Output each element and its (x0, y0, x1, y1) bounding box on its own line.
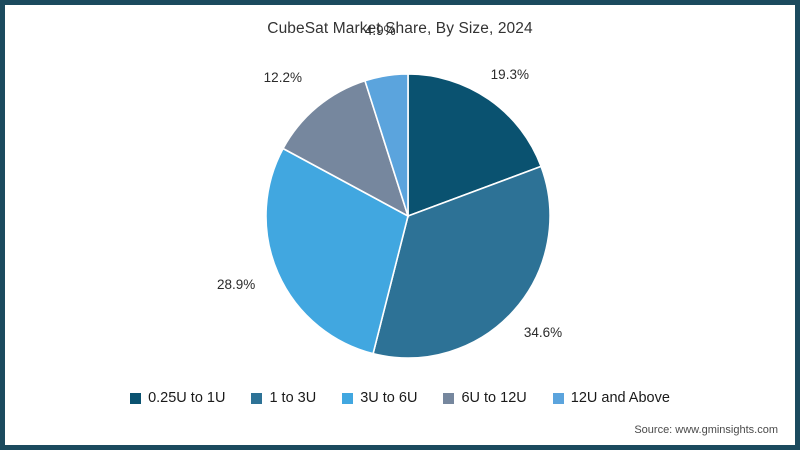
legend-swatch-icon (251, 392, 263, 404)
pie-slice[interactable] (372, 165, 551, 359)
pie-slice-value-label: 34.6% (523, 325, 563, 341)
legend-item-label: 1 to 3U (269, 390, 317, 406)
legend-swatch-icon (130, 392, 142, 404)
pie-chart-svg (265, 73, 551, 359)
pie-slice[interactable] (265, 147, 409, 355)
chart-title: CubeSat Market Share, By Size, 2024 (267, 20, 533, 37)
pie-slice[interactable] (407, 73, 543, 218)
pie-slice[interactable] (363, 73, 409, 217)
pie-slice-value-label: 19.3% (490, 67, 529, 82)
legend-item[interactable]: 12U and Above (552, 390, 670, 406)
legend-swatch-icon (552, 392, 564, 404)
legend-swatch-icon (443, 392, 455, 404)
legend-item-label: 0.25U to 1U (148, 390, 226, 406)
legend-item[interactable]: 0.25U to 1U (130, 390, 225, 406)
legend-item-label: 3U to 6U (360, 390, 418, 406)
legend-item-label: 6U to 12U (461, 390, 527, 406)
pie-chart (265, 73, 551, 359)
legend-item[interactable]: 1 to 3U (251, 390, 316, 406)
legend-swatch-icon (342, 392, 354, 404)
legend-item-label: 12U and Above (570, 390, 670, 406)
source-attribution: Source: www.gminsights.com (634, 424, 778, 436)
pie-slice-value-label: 12.2% (263, 69, 302, 85)
pie-slice[interactable] (281, 79, 410, 218)
chart-legend: 0.25U to 1U 1 to 3U 3U to 6U 6U to 12U 12U a… (0, 390, 800, 406)
legend-item[interactable]: 3U to 6U (342, 390, 417, 406)
pie-slice-value-label: 4.9% (364, 22, 396, 38)
legend-item[interactable]: 6U to 12U (443, 390, 527, 406)
pie-slice-value-label: 28.9% (217, 276, 256, 292)
